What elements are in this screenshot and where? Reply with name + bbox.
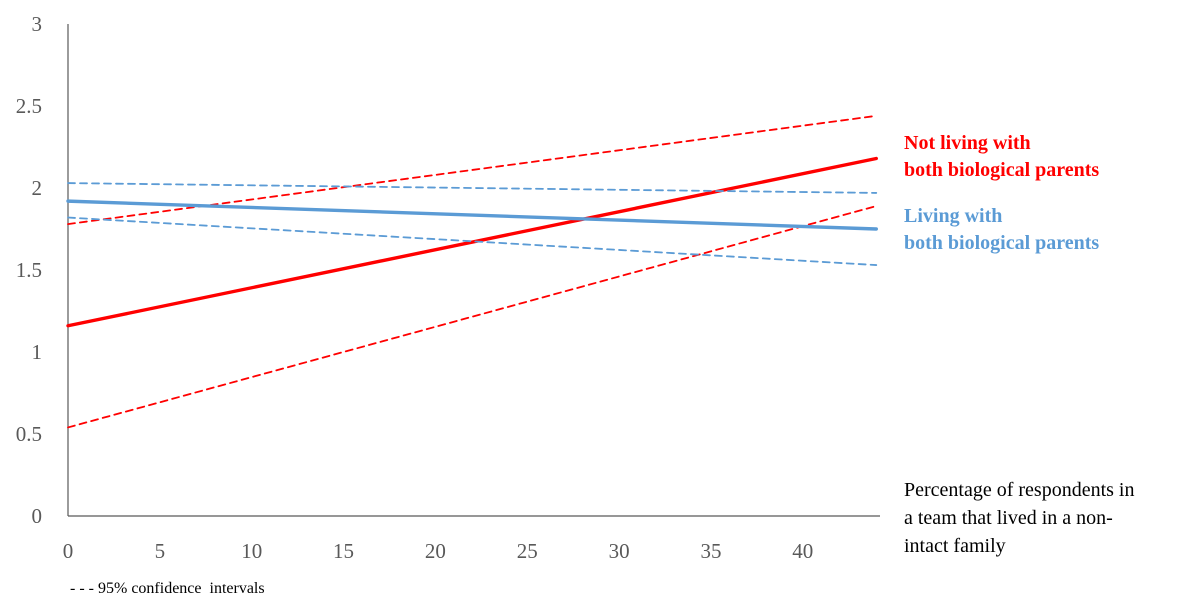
x-tick-label: 15 bbox=[333, 539, 354, 563]
x-axis: 0 5 10 15 20 25 30 35 40 bbox=[63, 515, 880, 563]
x-axis-label: Percentage of respondents in a team that… bbox=[904, 476, 1184, 560]
series-label-living-with-both-parents: Living with both biological parents bbox=[904, 203, 1099, 257]
x-axis-label-line-3: intact family bbox=[904, 535, 1006, 557]
y-tick-label: 3 bbox=[32, 12, 43, 36]
series-label-intact-line-2: both biological parents bbox=[904, 232, 1100, 254]
y-tick-label: 0 bbox=[32, 504, 43, 528]
x-axis-label-line-2: a team that lived in a non- bbox=[904, 507, 1113, 529]
not_intact-ci-lower-line bbox=[67, 205, 878, 429]
x-tick-label: 10 bbox=[241, 539, 262, 563]
confidence-interval-note: - - - 95% confidence intervals bbox=[70, 580, 265, 597]
not_intact-ci-upper-line bbox=[67, 114, 878, 225]
intact-mean-line bbox=[66, 199, 878, 231]
series-label-not-intact-line-2: both biological parents bbox=[904, 159, 1100, 181]
series-label-not-intact-line-1: Not living with bbox=[904, 132, 1031, 154]
x-tick-label: 35 bbox=[700, 539, 721, 563]
series-layer bbox=[66, 114, 878, 429]
x-tick-label: 20 bbox=[425, 539, 446, 563]
x-tick-label: 30 bbox=[609, 539, 630, 563]
y-tick-label: 1.5 bbox=[16, 258, 42, 282]
series-label-intact-line-1: Living with bbox=[904, 205, 1003, 227]
y-tick-label: 2.5 bbox=[16, 94, 42, 118]
y-tick-label: 0.5 bbox=[16, 422, 42, 446]
y-tick-label: 1 bbox=[32, 340, 43, 364]
x-axis-label-line-1: Percentage of respondents in bbox=[904, 479, 1135, 501]
intact-ci-lower-line bbox=[67, 216, 878, 266]
y-axis: 0 0.5 1 1.5 2 2.5 3 bbox=[16, 12, 69, 528]
series-label-not-living-with-both-parents: Not living with both biological parents bbox=[904, 130, 1099, 184]
y-tick-label: 2 bbox=[32, 176, 43, 200]
x-tick-label: 5 bbox=[155, 539, 166, 563]
x-tick-label: 25 bbox=[517, 539, 538, 563]
intact-ci-upper-line bbox=[67, 182, 878, 194]
not_intact-mean-line bbox=[66, 156, 878, 328]
x-tick-label: 40 bbox=[792, 539, 813, 563]
x-tick-label: 0 bbox=[63, 539, 74, 563]
